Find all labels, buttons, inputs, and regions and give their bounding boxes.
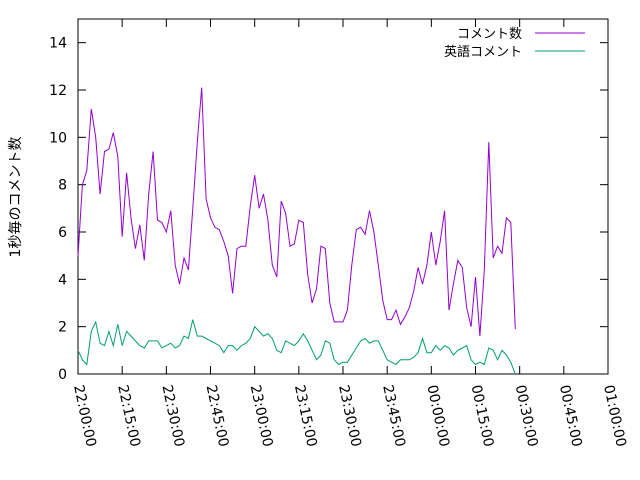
legend-label: 英語コメント: [444, 44, 522, 60]
y-tick-label: 6: [58, 225, 67, 241]
y-tick-label: 0: [58, 367, 67, 383]
legend-label: コメント数: [457, 27, 522, 42]
x-tick-label: 00:45:00: [556, 384, 585, 449]
y-tick-label: 2: [58, 320, 67, 336]
series-layer: [77, 87, 516, 375]
y-axis-label: 1秒毎のコメント数: [8, 137, 24, 258]
x-tick-label: 23:30:00: [335, 384, 364, 449]
y-tick-label: 14: [49, 36, 67, 52]
y-tick-label: 4: [58, 272, 67, 288]
x-axis: 22:00:00 22:15:00 22:30:00 22:45:00 23:00:00…: [70, 19, 629, 448]
x-tick-label: 01:00:00: [600, 384, 629, 449]
x-tick-label: 00:30:00: [512, 384, 541, 449]
x-tick-label: 23:00:00: [247, 384, 276, 449]
x-tick-label: 22:30:00: [158, 384, 187, 449]
x-tick-label: 22:45:00: [203, 384, 232, 449]
x-tick-label: 22:00:00: [70, 384, 99, 449]
x-tick-label: 00:00:00: [423, 384, 452, 449]
y-tick-label: 12: [49, 83, 67, 99]
y-tick-label: 8: [58, 178, 67, 194]
series-line-2: [77, 319, 516, 375]
y-tick-label: 10: [49, 130, 67, 146]
x-tick-label: 00:15:00: [468, 384, 497, 449]
y-axis: 0 2 4 6 8 10 12 14: [49, 36, 608, 383]
x-tick-label: 22:15:00: [114, 384, 143, 449]
x-tick-label: 23:45:00: [379, 384, 408, 449]
x-tick-label: 23:15:00: [291, 384, 320, 449]
series-line-1: [77, 87, 516, 337]
